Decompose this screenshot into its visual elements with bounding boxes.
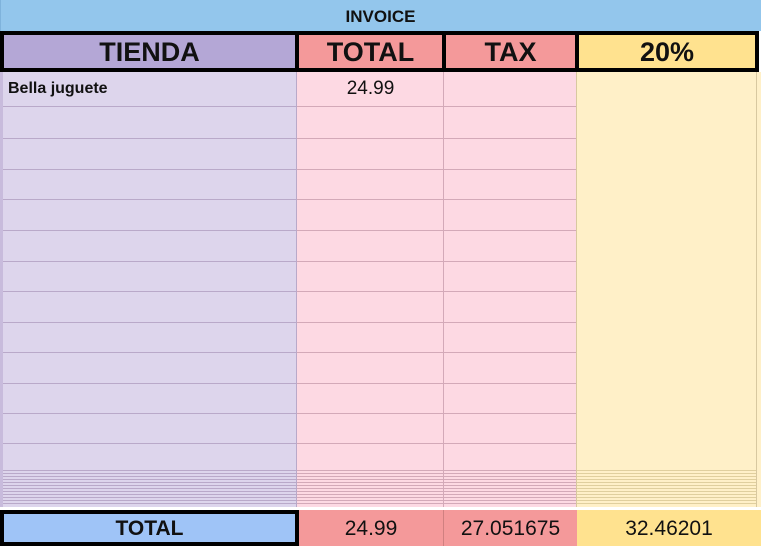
gridline <box>444 479 576 480</box>
gridline <box>577 500 756 501</box>
gridline <box>444 383 576 384</box>
gridline <box>444 322 576 323</box>
gridline <box>3 473 296 474</box>
totals-label[interactable]: TOTAL <box>0 510 299 546</box>
gridline <box>444 485 576 486</box>
gridline <box>577 482 756 483</box>
gridline <box>297 491 443 492</box>
gridline <box>297 138 443 139</box>
gridline <box>297 470 443 471</box>
gridline <box>444 503 576 504</box>
gridline <box>3 443 296 444</box>
gridline <box>577 497 756 498</box>
gridline <box>444 482 576 483</box>
gridline <box>444 352 576 353</box>
gridline <box>3 491 296 492</box>
gridline <box>297 322 443 323</box>
gridline <box>3 413 296 414</box>
gridline <box>3 138 296 139</box>
gridline <box>444 230 576 231</box>
gridline <box>444 106 576 107</box>
gridline <box>3 488 296 489</box>
gridline <box>3 383 296 384</box>
gridline <box>444 138 576 139</box>
gridline <box>297 485 443 486</box>
store-column[interactable] <box>0 72 297 507</box>
gridline <box>577 470 756 471</box>
gridline <box>297 169 443 170</box>
gridline <box>297 476 443 477</box>
gridline <box>444 443 576 444</box>
gridline <box>297 352 443 353</box>
gridline <box>3 485 296 486</box>
gridline <box>444 473 576 474</box>
gridline <box>3 476 296 477</box>
gridline <box>3 106 296 107</box>
gridline <box>444 497 576 498</box>
gridline <box>444 470 576 471</box>
header-total[interactable]: TOTAL <box>295 31 446 72</box>
gridline <box>577 479 756 480</box>
gridline <box>297 443 443 444</box>
gridline <box>297 503 443 504</box>
gridline <box>297 479 443 480</box>
row-store[interactable]: Bella juguete <box>8 80 108 97</box>
gridline <box>3 479 296 480</box>
gridline <box>3 230 296 231</box>
gridline <box>297 500 443 501</box>
gridline <box>297 482 443 483</box>
gridline <box>577 473 756 474</box>
gridline <box>297 106 443 107</box>
tax-column[interactable] <box>444 72 577 507</box>
gridline <box>577 494 756 495</box>
totals-total[interactable]: 24.99 <box>299 510 444 546</box>
gridline <box>297 383 443 384</box>
gridline <box>297 497 443 498</box>
gridline <box>3 199 296 200</box>
total-column[interactable] <box>297 72 444 507</box>
gridline <box>577 485 756 486</box>
gridline <box>444 291 576 292</box>
gridline <box>297 230 443 231</box>
gridline <box>444 500 576 501</box>
gridline <box>3 494 296 495</box>
gridline <box>577 476 756 477</box>
gridline <box>577 503 756 504</box>
gridline <box>297 413 443 414</box>
gridline <box>297 261 443 262</box>
gridline <box>444 199 576 200</box>
gridline <box>3 291 296 292</box>
gridline <box>444 476 576 477</box>
gridline <box>3 470 296 471</box>
gridline <box>3 352 296 353</box>
gridline <box>3 500 296 501</box>
gridline <box>3 482 296 483</box>
header-percent[interactable]: 20% <box>575 31 759 72</box>
gridline <box>444 488 576 489</box>
gridline <box>297 494 443 495</box>
row-total[interactable]: 24.99 <box>346 78 395 99</box>
gridline <box>577 488 756 489</box>
totals-percent[interactable]: 32.46201 <box>577 510 761 546</box>
gridline <box>3 497 296 498</box>
invoice-title: INVOICE <box>0 0 761 31</box>
gridline <box>297 291 443 292</box>
gridline <box>297 488 443 489</box>
gridline <box>444 169 576 170</box>
totals-tax[interactable]: 27.051675 <box>444 510 577 546</box>
gridline <box>297 473 443 474</box>
gridline <box>3 169 296 170</box>
gridline <box>3 503 296 504</box>
gridline <box>297 199 443 200</box>
gridline <box>3 322 296 323</box>
gridline <box>444 491 576 492</box>
gridline <box>444 261 576 262</box>
percent-column[interactable] <box>577 72 757 507</box>
header-tax[interactable]: TAX <box>442 31 579 72</box>
gridline <box>444 413 576 414</box>
gridline <box>3 261 296 262</box>
header-tienda[interactable]: TIENDA <box>0 31 299 72</box>
gridline <box>444 494 576 495</box>
gridline <box>577 491 756 492</box>
